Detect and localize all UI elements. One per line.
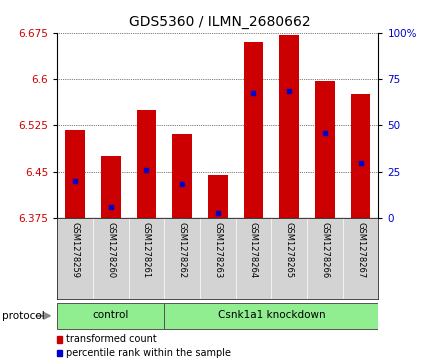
Text: control: control (92, 310, 129, 320)
Text: GSM1278260: GSM1278260 (106, 222, 115, 278)
Text: GSM1278264: GSM1278264 (249, 222, 258, 278)
Bar (136, 110, 156, 218)
Bar (351, 94, 370, 218)
Text: GDS5360 / ILMN_2680662: GDS5360 / ILMN_2680662 (129, 15, 311, 29)
Text: transformed count: transformed count (66, 334, 157, 344)
Text: GSM1278266: GSM1278266 (320, 222, 330, 278)
Bar (315, 81, 335, 218)
Bar (279, 34, 299, 218)
Bar (208, 175, 227, 218)
Bar (101, 156, 121, 218)
Text: GSM1278261: GSM1278261 (142, 222, 151, 278)
Text: GSM1278263: GSM1278263 (213, 222, 222, 278)
Text: GSM1278265: GSM1278265 (285, 222, 293, 278)
Text: protocol: protocol (2, 311, 45, 321)
Bar (164, 303, 378, 329)
Text: GSM1278267: GSM1278267 (356, 222, 365, 278)
Bar (244, 42, 263, 218)
Text: GSM1278262: GSM1278262 (178, 222, 187, 278)
Bar (65, 130, 85, 218)
Text: GSM1278259: GSM1278259 (70, 222, 80, 278)
Text: percentile rank within the sample: percentile rank within the sample (66, 348, 231, 358)
Bar (57, 303, 164, 329)
Text: Csnk1a1 knockdown: Csnk1a1 knockdown (217, 310, 325, 320)
Bar (172, 134, 192, 218)
